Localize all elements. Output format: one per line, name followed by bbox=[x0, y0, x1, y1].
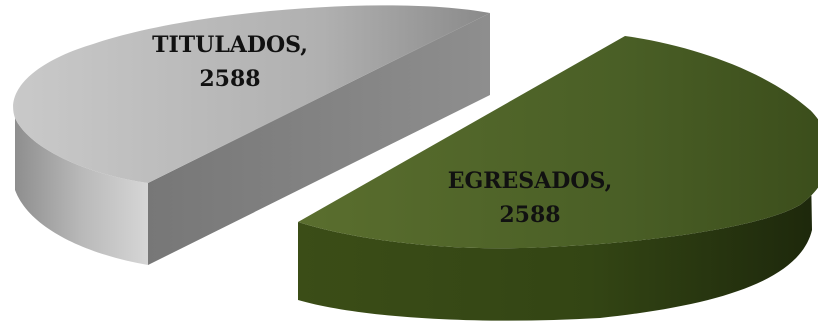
pie-slice-titulados-top bbox=[13, 5, 491, 184]
data-label-egresados-value: 2588 bbox=[499, 202, 560, 228]
data-label-titulados-category: TITULADOS, bbox=[152, 32, 308, 58]
pie-slice-egresados-side bbox=[298, 110, 818, 321]
data-label-egresados-category: EGRESADOS, bbox=[448, 168, 613, 194]
pie-slice-titulados-cut-face bbox=[148, 13, 490, 265]
pie-slice-egresados-top bbox=[298, 36, 818, 249]
data-label-titulados-value: 2588 bbox=[199, 66, 260, 92]
pie-slice-titulados bbox=[13, 5, 491, 265]
pie-slice-titulados-side bbox=[15, 118, 148, 265]
pie-slice-egresados bbox=[298, 36, 818, 321]
